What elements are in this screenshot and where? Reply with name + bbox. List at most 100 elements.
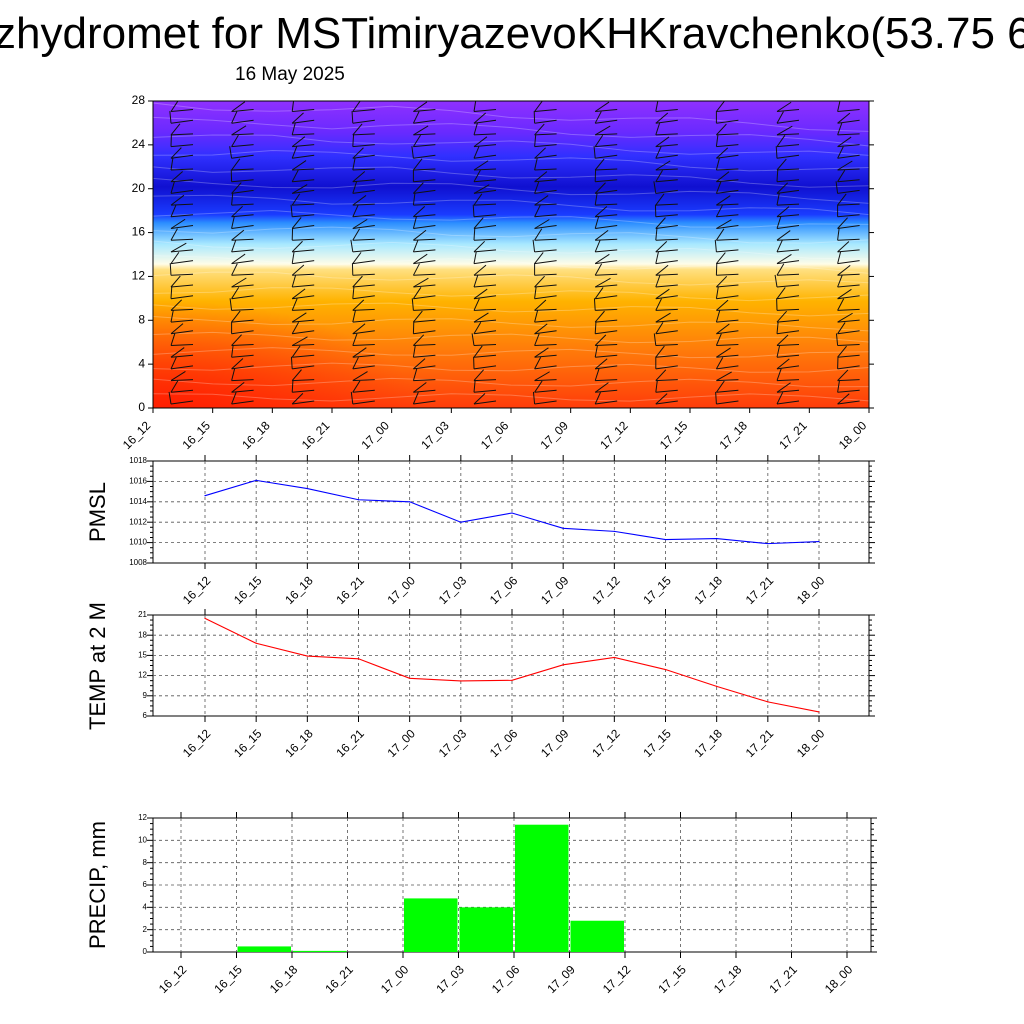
wind-barb — [413, 295, 436, 300]
wind-barb — [231, 119, 254, 124]
wind-barb — [534, 295, 557, 300]
wind-barb — [292, 295, 315, 300]
wind-barb — [534, 144, 557, 148]
wind-barb — [715, 134, 719, 147]
wind-barb — [837, 260, 860, 265]
x-tick-label: 17_00 — [385, 726, 419, 760]
wind-barb — [291, 217, 302, 229]
wind-barb — [655, 189, 678, 194]
wind-barb — [170, 238, 194, 241]
wind-barb — [170, 344, 194, 346]
y-tick-label: 6 — [143, 711, 148, 720]
y-tick-label: 1012 — [129, 517, 147, 526]
wind-barb — [231, 389, 254, 393]
y-axis-label: PRECIP, mm — [85, 821, 110, 949]
wind-barb — [837, 133, 860, 136]
wind-barb — [595, 354, 618, 358]
wind-barb — [776, 365, 800, 370]
wind-barb — [655, 344, 678, 346]
wind-barb — [776, 239, 783, 253]
contour-line — [153, 347, 869, 359]
wind-barb — [534, 101, 543, 112]
wind-barb — [170, 168, 194, 171]
wind-barb — [774, 274, 778, 288]
precip-bar — [293, 950, 347, 952]
wind-barb — [290, 204, 293, 217]
wind-barb — [352, 273, 375, 276]
wind-barb — [655, 160, 671, 171]
wind-barb — [352, 228, 361, 241]
wind-barb — [595, 379, 618, 382]
wind-barb — [594, 345, 598, 358]
wind-barb — [473, 136, 488, 147]
data-point — [664, 668, 667, 671]
wind-barb — [655, 308, 678, 311]
wind-barb — [776, 135, 786, 147]
wind-barb — [534, 154, 557, 159]
wind-barb — [776, 109, 800, 112]
wind-barb — [595, 238, 618, 241]
x-tick-label: 17_12 — [589, 726, 623, 760]
wind-barb — [231, 238, 254, 241]
wind-barb — [170, 365, 194, 370]
x-tick-label: 17_00 — [359, 418, 393, 452]
contour-line — [153, 331, 869, 344]
wind-barb — [170, 286, 173, 299]
data-point — [562, 527, 564, 529]
wind-barb — [716, 203, 739, 206]
wind-barb — [413, 273, 436, 276]
wind-barb — [473, 274, 479, 288]
wind-barb — [594, 368, 600, 381]
wind-barb — [837, 345, 847, 358]
wind-barb — [716, 123, 727, 136]
wind-barb — [292, 319, 315, 323]
wind-barb — [231, 214, 254, 218]
wind-barb — [534, 119, 557, 124]
wind-barb — [837, 119, 860, 124]
wind-barb — [655, 273, 678, 276]
wind-barb — [413, 358, 426, 370]
wind-barb — [776, 101, 792, 112]
wind-barb — [231, 368, 236, 381]
wind-barb — [594, 253, 610, 265]
wind-barb — [716, 133, 739, 136]
wind-barb — [837, 189, 860, 194]
x-tick-label: 17_09 — [544, 962, 578, 996]
wind-barb — [292, 119, 315, 124]
wind-barb — [655, 168, 678, 171]
wind-barb — [655, 260, 678, 265]
wind-barb — [413, 253, 428, 265]
y-axis-label: PMSL — [85, 482, 110, 542]
wind-barb — [413, 308, 436, 311]
wind-barb — [595, 133, 618, 136]
wind-barb — [837, 393, 850, 405]
wind-barb — [170, 144, 194, 148]
wind-barb — [716, 179, 739, 183]
wind-barb — [231, 334, 242, 346]
y-tick-label: 8 — [138, 312, 145, 326]
wind-barb — [352, 295, 375, 300]
wind-barb — [170, 379, 194, 382]
x-tick-label: 17_03 — [433, 962, 467, 996]
wind-barb — [413, 168, 436, 171]
data-point — [716, 537, 718, 540]
wind-barb — [352, 333, 358, 346]
x-tick-label: 16_12 — [120, 418, 154, 452]
wind-barb — [655, 345, 665, 358]
wind-barb — [837, 264, 851, 276]
wind-barb — [534, 179, 557, 183]
x-tick-label: 17_09 — [538, 726, 572, 760]
wind-barb — [473, 345, 483, 358]
wind-barb — [473, 225, 497, 229]
wind-barb — [411, 146, 414, 159]
wind-barb — [170, 171, 183, 183]
wind-barb — [473, 389, 497, 393]
wind-barb — [776, 260, 800, 265]
wind-barb — [352, 260, 375, 265]
wind-barb — [655, 249, 678, 253]
wind-barb — [231, 273, 254, 276]
wind-barb — [413, 158, 423, 171]
x-tick-label: 17_03 — [418, 418, 452, 452]
wind-barb — [352, 119, 375, 124]
contour-line — [153, 287, 869, 302]
